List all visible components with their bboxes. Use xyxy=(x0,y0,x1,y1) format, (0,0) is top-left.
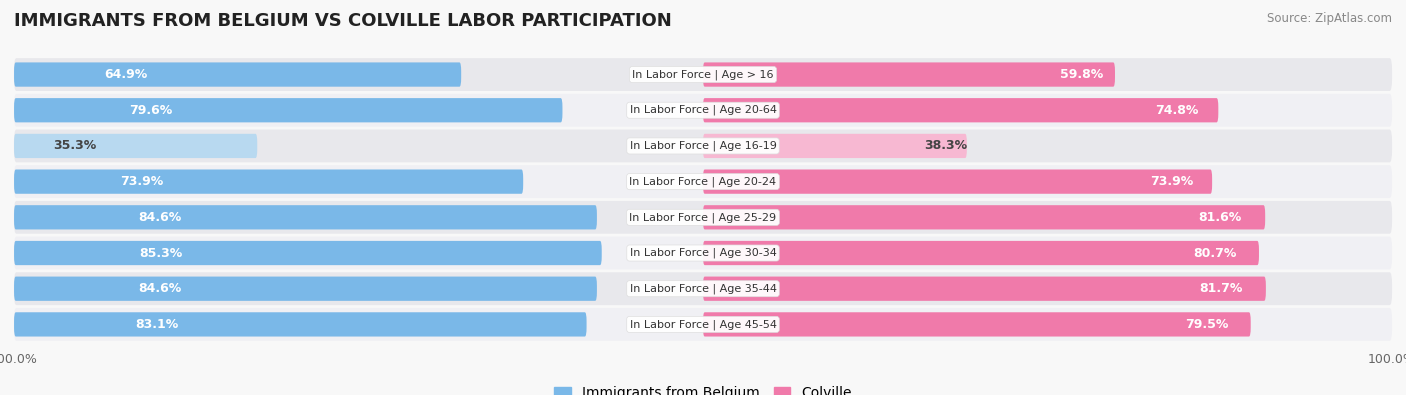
FancyBboxPatch shape xyxy=(14,237,1392,269)
Text: 73.9%: 73.9% xyxy=(1150,175,1194,188)
FancyBboxPatch shape xyxy=(703,312,1251,337)
FancyBboxPatch shape xyxy=(14,98,562,122)
FancyBboxPatch shape xyxy=(14,241,602,265)
FancyBboxPatch shape xyxy=(703,62,1115,87)
Text: 79.6%: 79.6% xyxy=(129,104,173,117)
Text: 35.3%: 35.3% xyxy=(53,139,97,152)
Text: 84.6%: 84.6% xyxy=(138,211,181,224)
Text: 81.7%: 81.7% xyxy=(1199,282,1243,295)
FancyBboxPatch shape xyxy=(14,276,598,301)
FancyBboxPatch shape xyxy=(14,205,598,229)
Text: 81.6%: 81.6% xyxy=(1198,211,1241,224)
FancyBboxPatch shape xyxy=(14,308,1392,341)
Text: 79.5%: 79.5% xyxy=(1185,318,1229,331)
Text: 73.9%: 73.9% xyxy=(120,175,163,188)
Text: 80.7%: 80.7% xyxy=(1192,246,1236,260)
FancyBboxPatch shape xyxy=(14,58,1392,91)
FancyBboxPatch shape xyxy=(14,169,523,194)
Text: In Labor Force | Age 45-54: In Labor Force | Age 45-54 xyxy=(630,319,776,330)
Text: 83.1%: 83.1% xyxy=(135,318,179,331)
FancyBboxPatch shape xyxy=(703,98,1219,122)
Text: In Labor Force | Age 25-29: In Labor Force | Age 25-29 xyxy=(630,212,776,222)
FancyBboxPatch shape xyxy=(14,201,1392,234)
FancyBboxPatch shape xyxy=(14,130,1392,162)
Legend: Immigrants from Belgium, Colville: Immigrants from Belgium, Colville xyxy=(548,381,858,395)
FancyBboxPatch shape xyxy=(14,272,1392,305)
Text: Source: ZipAtlas.com: Source: ZipAtlas.com xyxy=(1267,12,1392,25)
FancyBboxPatch shape xyxy=(703,205,1265,229)
Text: 64.9%: 64.9% xyxy=(104,68,148,81)
Text: 38.3%: 38.3% xyxy=(924,139,967,152)
FancyBboxPatch shape xyxy=(14,62,461,87)
Text: IMMIGRANTS FROM BELGIUM VS COLVILLE LABOR PARTICIPATION: IMMIGRANTS FROM BELGIUM VS COLVILLE LABO… xyxy=(14,12,672,30)
Text: In Labor Force | Age 35-44: In Labor Force | Age 35-44 xyxy=(630,284,776,294)
Text: 84.6%: 84.6% xyxy=(138,282,181,295)
Text: In Labor Force | Age 16-19: In Labor Force | Age 16-19 xyxy=(630,141,776,151)
Text: In Labor Force | Age 20-64: In Labor Force | Age 20-64 xyxy=(630,105,776,115)
FancyBboxPatch shape xyxy=(703,169,1212,194)
Text: 59.8%: 59.8% xyxy=(1060,68,1104,81)
Text: In Labor Force | Age > 16: In Labor Force | Age > 16 xyxy=(633,69,773,80)
Text: In Labor Force | Age 20-24: In Labor Force | Age 20-24 xyxy=(630,177,776,187)
Text: In Labor Force | Age 30-34: In Labor Force | Age 30-34 xyxy=(630,248,776,258)
FancyBboxPatch shape xyxy=(703,134,967,158)
FancyBboxPatch shape xyxy=(14,312,586,337)
FancyBboxPatch shape xyxy=(14,165,1392,198)
Text: 74.8%: 74.8% xyxy=(1156,104,1199,117)
FancyBboxPatch shape xyxy=(703,276,1265,301)
Text: 85.3%: 85.3% xyxy=(139,246,183,260)
FancyBboxPatch shape xyxy=(703,241,1258,265)
FancyBboxPatch shape xyxy=(14,134,257,158)
FancyBboxPatch shape xyxy=(14,94,1392,127)
